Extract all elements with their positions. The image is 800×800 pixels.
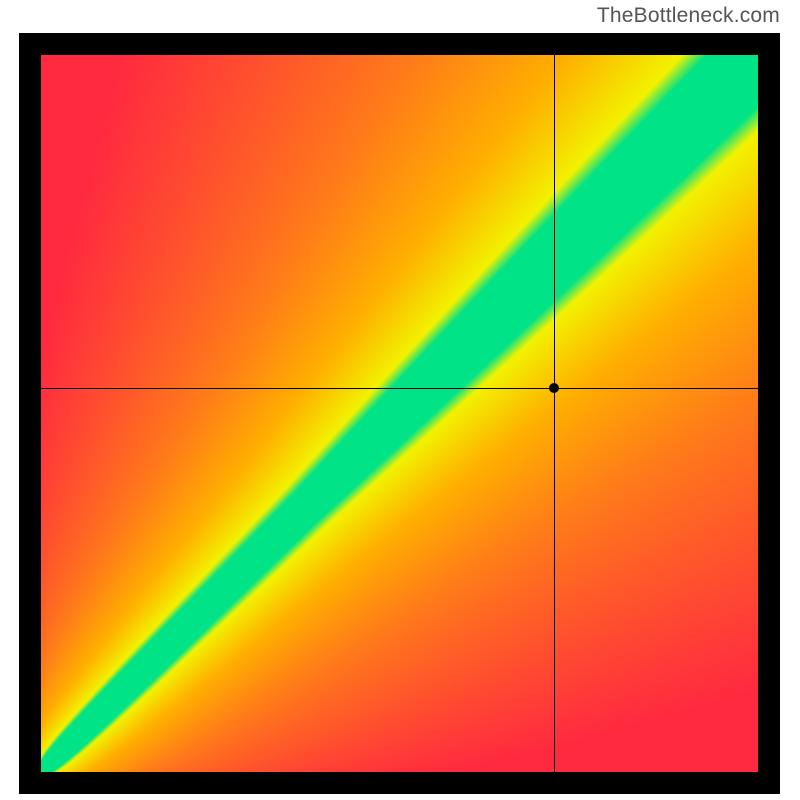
crosshair-marker — [549, 383, 559, 393]
crosshair-vertical — [554, 55, 555, 772]
heatmap-canvas — [41, 55, 758, 772]
crosshair-horizontal — [41, 388, 758, 389]
heatmap-plot — [41, 55, 758, 772]
attribution-text: TheBottleneck.com — [597, 4, 780, 28]
